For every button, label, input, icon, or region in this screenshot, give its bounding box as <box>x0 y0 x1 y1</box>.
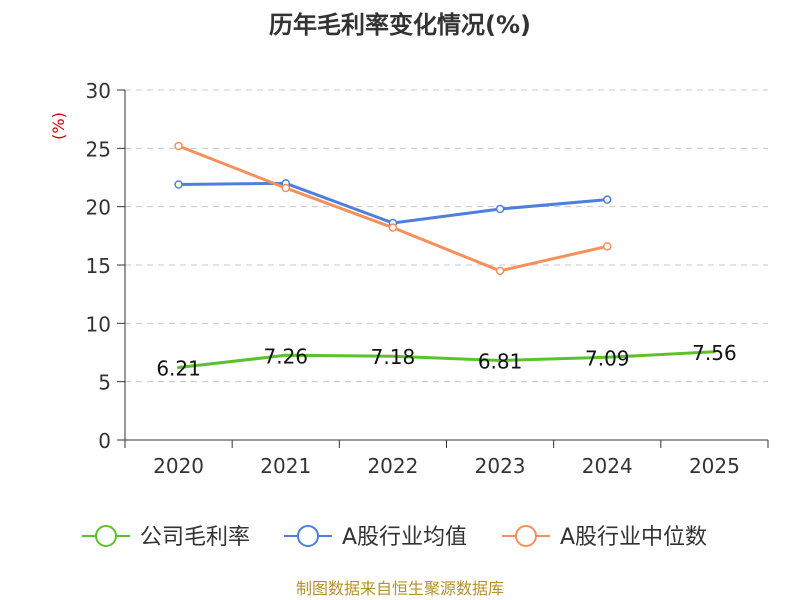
data-label: 7.09 <box>585 346 630 370</box>
series-line-1 <box>177 181 609 225</box>
data-label: 7.18 <box>371 345 416 369</box>
y-tick-label: 15 <box>86 254 111 278</box>
data-point[interactable] <box>281 183 290 193</box>
y-axis-label: (%) <box>49 112 68 140</box>
grid-lines <box>125 89 768 383</box>
data-point[interactable] <box>603 195 612 204</box>
data-point[interactable] <box>388 223 398 232</box>
x-tick-label: 2025 <box>689 454 740 478</box>
y-tick-label: 10 <box>86 312 111 336</box>
legend-marker-icon <box>515 525 537 547</box>
x-tick-label: 2021 <box>260 454 311 478</box>
legend[interactable]: 公司毛利率 A股行业均值 A股行业中位数 <box>82 525 707 550</box>
data-point[interactable] <box>495 266 505 276</box>
y-axis: 0 5 10 15 20 25 30 <box>86 79 126 453</box>
data-label: 6.21 <box>156 357 201 381</box>
data-point[interactable] <box>174 180 183 189</box>
y-tick-label: 0 <box>98 429 111 453</box>
data-point[interactable] <box>603 242 612 251</box>
x-tick-label: 2022 <box>367 454 418 478</box>
data-point[interactable] <box>174 141 183 151</box>
data-label: 7.26 <box>263 344 308 368</box>
x-tick-label: 2020 <box>153 454 204 478</box>
source-note: 制图数据来自恒生聚源数据库 <box>296 579 504 598</box>
x-tick-label: 2023 <box>475 454 526 478</box>
legend-item-0[interactable]: 公司毛利率 <box>82 525 250 550</box>
data-label: 6.81 <box>478 350 523 374</box>
legend-label: 公司毛利率 <box>140 525 250 550</box>
y-tick-label: 5 <box>98 371 111 395</box>
legend-item-2[interactable]: A股行业中位数 <box>502 525 707 550</box>
y-tick-label: 25 <box>86 137 111 161</box>
chart-title: 历年毛利率变化情况(%) <box>269 11 531 39</box>
legend-label: A股行业均值 <box>342 525 467 550</box>
legend-marker-icon <box>95 525 117 547</box>
legend-marker-icon <box>297 525 319 547</box>
legend-item-1[interactable]: A股行业均值 <box>284 525 467 550</box>
y-tick-label: 20 <box>86 196 111 220</box>
data-label: 7.56 <box>692 341 737 365</box>
x-tick-label: 2024 <box>582 454 633 478</box>
series-line-2 <box>177 144 609 273</box>
x-axis: 2020 2021 2022 2023 2024 2025 <box>124 439 769 478</box>
legend-label: A股行业中位数 <box>560 525 707 550</box>
y-tick-label: 30 <box>86 79 111 103</box>
data-point[interactable] <box>495 204 505 214</box>
series-line-0 <box>177 350 716 370</box>
series-group: 6.21 7.26 7.18 6.81 7.09 7.56 <box>156 141 737 381</box>
